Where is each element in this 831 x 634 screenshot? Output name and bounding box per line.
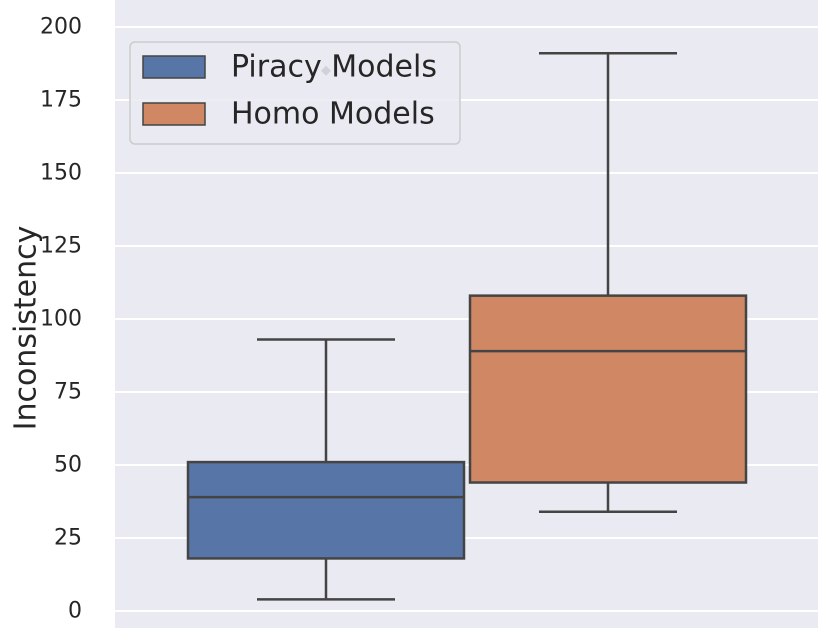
iqr-box [468, 294, 748, 484]
y-tick-label: 200 [40, 15, 82, 40]
y-tick-label: 25 [54, 526, 82, 551]
y-tick-labels: 0 25 50 75 100 125 150 175 200 [40, 15, 82, 624]
y-tick-label: 175 [40, 88, 82, 113]
y-tick-label: 125 [40, 234, 82, 259]
legend-label: Homo Models [231, 97, 435, 132]
legend: Piracy Models Homo Models [129, 41, 461, 145]
y-tick-label: 75 [54, 380, 82, 405]
legend-label: Piracy Models [231, 50, 437, 85]
y-tick-label: 0 [68, 599, 82, 624]
y-tick-label: 100 [40, 307, 82, 332]
y-tick-label: 150 [40, 161, 82, 186]
box-2 [468, 52, 748, 513]
legend-frame [129, 41, 461, 145]
boxes [186, 52, 748, 601]
legend-swatch [142, 55, 206, 79]
iqr-box [186, 460, 466, 560]
legend-swatch [142, 102, 206, 126]
y-axis-title: Inconsistency [9, 226, 44, 431]
y-tick-label: 50 [54, 453, 82, 478]
